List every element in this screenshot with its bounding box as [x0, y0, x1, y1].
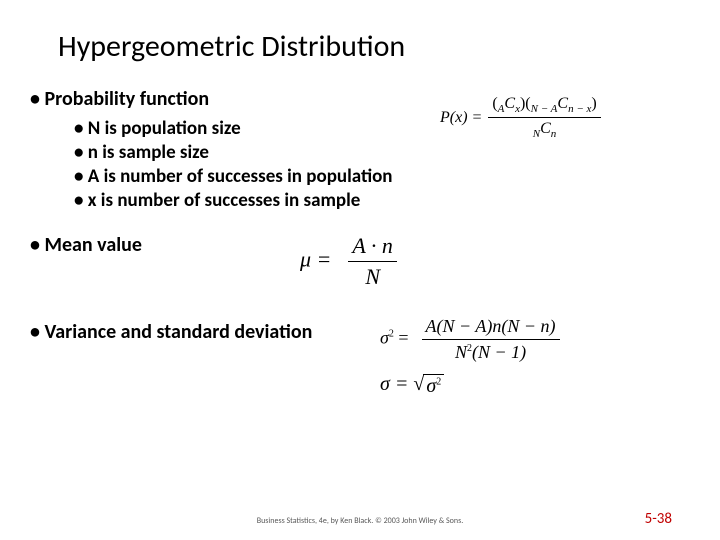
- list-item: N is population size: [74, 117, 440, 140]
- slide: Hypergeometric Distribution Probability …: [0, 0, 720, 540]
- page-number: 5-38: [645, 510, 672, 528]
- footer: Business Statistics, 4e, by Ken Black. ©…: [0, 516, 720, 526]
- variance-formulas: σ2 = A(N − A)n(N − n) N2(N − 1) σ = √ σ2: [380, 316, 690, 398]
- mean-label: Mean value: [30, 233, 300, 257]
- mu-lhs: μ =: [300, 247, 331, 272]
- list-item: x is number of successes in sample: [74, 189, 440, 212]
- px-lhs: P(x) =: [440, 109, 482, 127]
- footer-text: Business Statistics, 4e, by Ken Black. ©…: [0, 516, 720, 526]
- definitions-list: N is population size n is sample size A …: [30, 117, 440, 212]
- page-title: Hypergeometric Distribution: [58, 28, 690, 65]
- list-item: n is sample size: [74, 141, 440, 164]
- variance-section: Variance and standard deviation σ2 = A(N…: [30, 320, 690, 398]
- variance-label: Variance and standard deviation: [30, 320, 380, 344]
- probability-section: Probability function N is population siz…: [30, 87, 690, 213]
- probability-formula: P(x) = (ACx)(N − ACn − x) NCn: [440, 87, 690, 140]
- list-item: A is number of successes in population: [74, 165, 440, 188]
- mean-formula: μ = A · n N: [300, 233, 690, 290]
- mean-section: Mean value μ = A · n N: [30, 233, 690, 290]
- probability-label: Probability function: [30, 87, 440, 111]
